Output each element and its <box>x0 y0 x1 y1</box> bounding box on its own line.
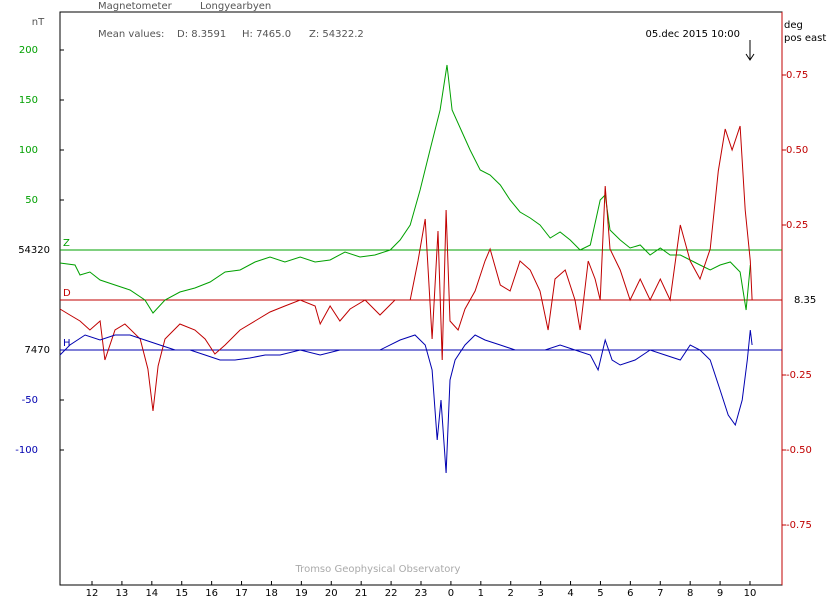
x-tick-label: 10 <box>744 588 757 599</box>
y2-tick-label: 0.25 <box>786 220 808 231</box>
y-axis-label: nT <box>32 17 45 28</box>
y-tick-label: -50 <box>22 395 38 406</box>
mean-value: D: 8.3591 <box>177 29 226 40</box>
x-tick-label: 18 <box>265 588 278 599</box>
x-tick-label: 13 <box>116 588 129 599</box>
station: Longyearbyen <box>200 1 271 12</box>
y2-tick-label: 0.50 <box>786 145 808 156</box>
x-tick-label: 8 <box>687 588 693 599</box>
x-tick-label: 4 <box>567 588 573 599</box>
x-tick-label: 2 <box>508 588 514 599</box>
x-tick-label: 20 <box>325 588 338 599</box>
y-tick-label: 200 <box>19 45 38 56</box>
x-tick-label: 17 <box>235 588 248 599</box>
y2-tick-label: -0.75 <box>786 520 812 531</box>
x-tick-label: 0 <box>448 588 454 599</box>
y-tick-label: 100 <box>19 145 38 156</box>
y-tick-label: -100 <box>15 445 38 456</box>
x-tick-label: 19 <box>295 588 308 599</box>
series-name: D <box>63 288 71 299</box>
baseline-label: 7470 <box>25 345 50 356</box>
series-name: Z <box>63 238 70 249</box>
y2-tick-label: 0.75 <box>786 70 808 81</box>
y-tick-label: 50 <box>25 195 38 206</box>
series-line <box>59 329 753 474</box>
baseline-label: 54320 <box>18 245 50 256</box>
x-tick-label: 22 <box>385 588 398 599</box>
mean-values-label: Mean values: <box>98 29 164 40</box>
x-tick-label: 14 <box>145 588 158 599</box>
footer: Tromso Geophysical Observatory <box>295 564 461 575</box>
y2-tick-label: -0.50 <box>786 445 812 456</box>
baseline-label: 8.35 <box>794 295 816 306</box>
x-tick-label: 21 <box>355 588 368 599</box>
series-line <box>59 125 753 412</box>
y-tick-label: 150 <box>19 95 38 106</box>
x-tick-label: 15 <box>175 588 188 599</box>
x-tick-label: 23 <box>415 588 428 599</box>
x-tick-label: 6 <box>627 588 633 599</box>
arrow <box>745 40 755 61</box>
x-tick-label: 9 <box>717 588 723 599</box>
chart-title: Magnetometer <box>98 1 173 12</box>
mean-value: H: 7465.0 <box>242 29 291 40</box>
timestamp: 05.dec 2015 10:00 <box>645 29 740 40</box>
y2-tick-label: -0.25 <box>786 370 812 381</box>
x-tick-label: 3 <box>537 588 543 599</box>
x-tick-label: 5 <box>597 588 603 599</box>
series-line <box>59 64 751 314</box>
x-tick-label: 16 <box>205 588 218 599</box>
x-tick-label: 7 <box>657 588 663 599</box>
y2-axis-label: pos east <box>784 33 826 44</box>
x-tick-label: 12 <box>86 588 99 599</box>
series-name: H <box>63 338 71 349</box>
x-tick-label: 1 <box>478 588 484 599</box>
y2-axis-label: deg <box>784 20 803 31</box>
mean-value: Z: 54322.2 <box>309 29 364 40</box>
